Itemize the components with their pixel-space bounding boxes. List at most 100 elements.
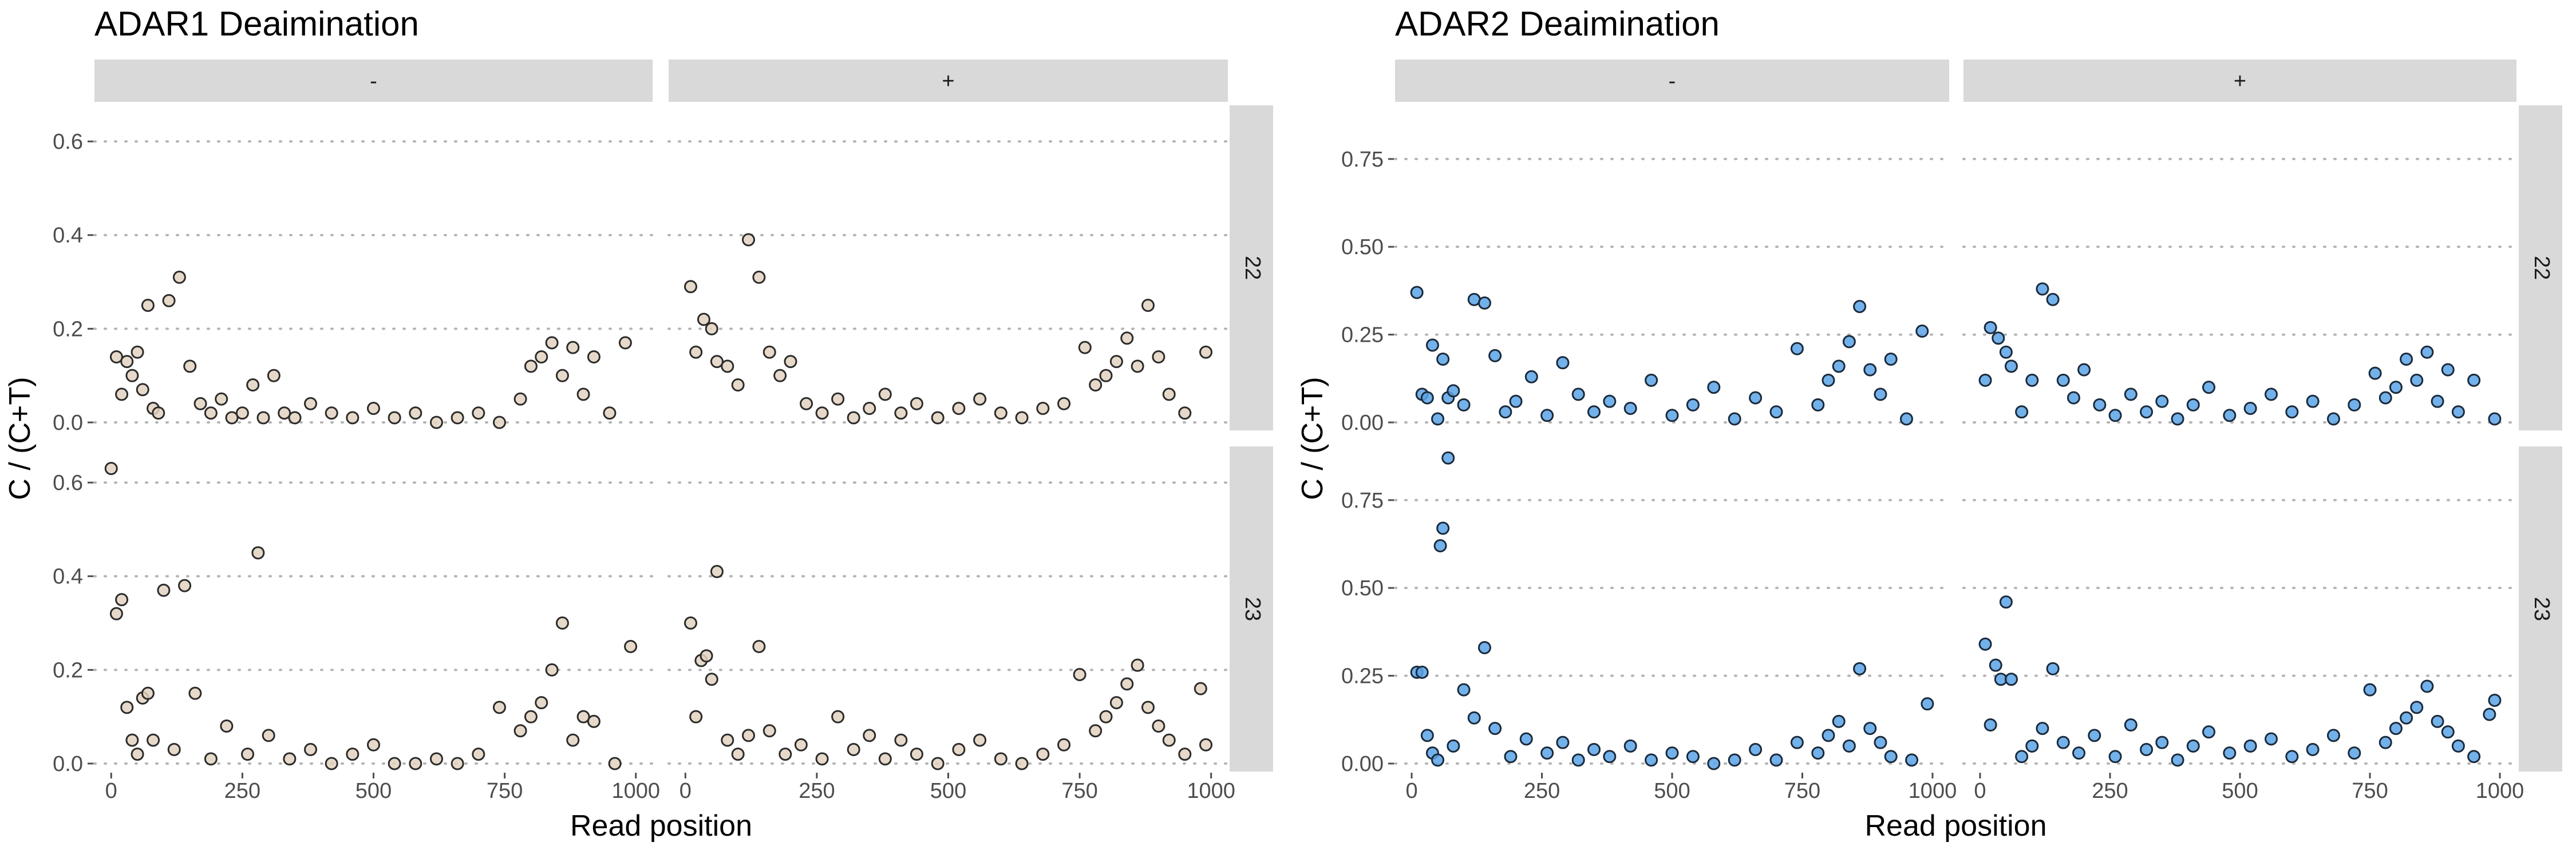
data-point bbox=[2046, 292, 2060, 306]
x-tick-label: 1000 bbox=[1909, 779, 1957, 803]
data-point bbox=[910, 748, 923, 761]
data-point bbox=[388, 757, 401, 770]
data-point bbox=[2202, 381, 2216, 394]
data-point bbox=[409, 757, 422, 770]
data-point bbox=[1571, 753, 1585, 767]
data-point bbox=[1162, 388, 1176, 401]
data-point bbox=[152, 406, 165, 420]
data-point bbox=[973, 733, 987, 747]
data-point bbox=[1915, 324, 1929, 338]
data-point bbox=[2348, 398, 2361, 412]
data-point bbox=[2036, 722, 2049, 736]
data-point bbox=[2088, 729, 2101, 742]
data-point bbox=[1467, 711, 1481, 725]
data-point bbox=[831, 710, 845, 723]
chart-title: ADAR1 Deaimination bbox=[94, 5, 419, 43]
data-point bbox=[2264, 732, 2278, 746]
data-point bbox=[1057, 738, 1071, 752]
x-tick-label: 750 bbox=[487, 779, 523, 803]
data-point bbox=[1519, 732, 1533, 746]
data-point bbox=[1707, 381, 1721, 394]
data-point bbox=[1152, 719, 1165, 733]
y-tick-label: 0.50 bbox=[1341, 576, 1384, 600]
data-point bbox=[1884, 353, 1898, 366]
data-point bbox=[683, 280, 697, 294]
data-point bbox=[1504, 750, 1518, 764]
data-point bbox=[2056, 736, 2070, 749]
y-tick-label: 0.6 bbox=[53, 130, 83, 154]
data-point bbox=[2015, 750, 2029, 764]
data-point bbox=[1832, 359, 1846, 373]
chart-title: ADAR2 Deaimination bbox=[1395, 5, 1720, 43]
data-point bbox=[1842, 335, 1856, 349]
data-point bbox=[2186, 398, 2200, 412]
data-point bbox=[429, 416, 443, 429]
data-point bbox=[147, 733, 160, 747]
data-point bbox=[697, 313, 710, 326]
data-point bbox=[1984, 321, 1997, 334]
data-point bbox=[847, 742, 860, 756]
data-point bbox=[1790, 342, 1804, 355]
data-point bbox=[288, 411, 302, 425]
y-tick-label: 0.75 bbox=[1341, 489, 1384, 513]
data-point bbox=[1587, 405, 1601, 419]
data-point bbox=[2108, 750, 2122, 764]
data-point bbox=[120, 701, 134, 714]
data-point bbox=[931, 411, 945, 425]
data-point bbox=[2348, 746, 2361, 760]
data-point bbox=[2285, 405, 2299, 419]
data-point bbox=[131, 748, 144, 761]
data-point bbox=[1623, 739, 1637, 753]
data-point bbox=[278, 406, 291, 420]
data-point bbox=[683, 616, 697, 630]
data-point bbox=[2171, 753, 2184, 767]
data-point bbox=[1556, 736, 1570, 749]
data-point bbox=[524, 359, 538, 373]
data-point bbox=[1921, 697, 1934, 711]
y-tick-label: 0.25 bbox=[1341, 665, 1384, 689]
data-point bbox=[2389, 381, 2403, 394]
data-point bbox=[1436, 521, 1450, 535]
data-point bbox=[1863, 363, 1877, 377]
data-point bbox=[2124, 388, 2138, 401]
data-point bbox=[1488, 722, 1502, 736]
data-point bbox=[2243, 739, 2257, 753]
data-point bbox=[1420, 729, 1434, 742]
data-point bbox=[2410, 701, 2424, 714]
column-strip bbox=[1395, 60, 1949, 102]
data-point bbox=[1436, 353, 1450, 366]
x-tick-label: 250 bbox=[799, 779, 835, 803]
data-point bbox=[2488, 694, 2502, 707]
data-point bbox=[1884, 750, 1898, 764]
data-point bbox=[535, 696, 548, 710]
data-point bbox=[2368, 366, 2382, 380]
column-strip bbox=[94, 60, 653, 102]
column-strip-label: - bbox=[1669, 69, 1676, 93]
data-point bbox=[1989, 658, 2002, 672]
x-tick-label: 1000 bbox=[611, 779, 660, 803]
data-point bbox=[1842, 739, 1856, 753]
data-point bbox=[167, 742, 181, 756]
data-point bbox=[1073, 668, 1086, 682]
data-point bbox=[193, 397, 207, 410]
data-point bbox=[831, 392, 845, 406]
data-point bbox=[1769, 405, 1783, 419]
row-strip bbox=[2519, 446, 2562, 772]
data-point bbox=[367, 401, 380, 415]
data-point bbox=[931, 757, 945, 770]
data-point bbox=[894, 733, 908, 747]
data-point bbox=[235, 406, 249, 420]
chart-2: ADAR2 Deaimination C / (C+T) Read position… bbox=[1296, 5, 2562, 843]
data-point bbox=[429, 752, 443, 766]
data-point bbox=[2451, 405, 2465, 419]
data-point bbox=[1540, 409, 1554, 422]
data-point bbox=[225, 411, 239, 425]
data-point bbox=[705, 673, 718, 686]
x-tick-label: 750 bbox=[1061, 779, 1097, 803]
data-point bbox=[1509, 394, 1523, 408]
column-strip bbox=[1963, 60, 2516, 102]
x-tick-label: 250 bbox=[1524, 779, 1560, 803]
y-tick-label: 0.6 bbox=[53, 471, 83, 495]
data-point bbox=[994, 752, 1008, 766]
data-point bbox=[183, 359, 197, 373]
